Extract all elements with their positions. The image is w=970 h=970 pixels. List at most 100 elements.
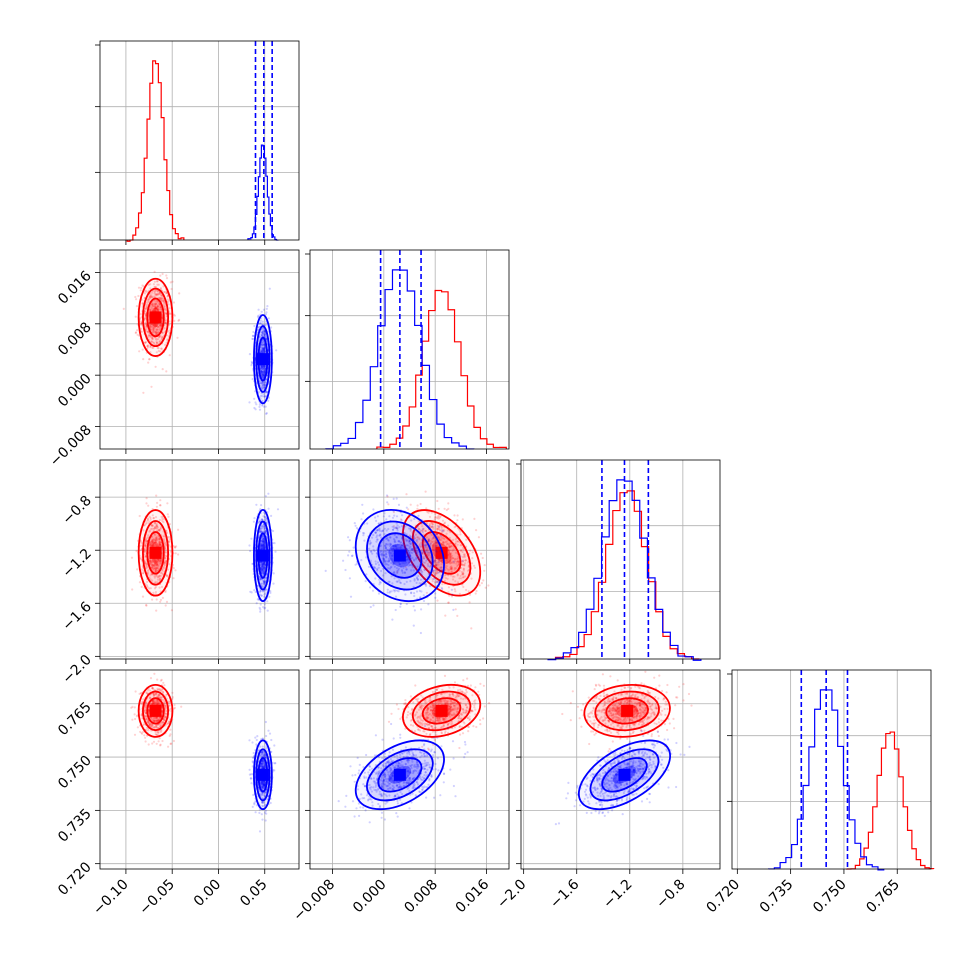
sample-point xyxy=(450,545,453,548)
sample-point xyxy=(264,527,267,530)
sample-point xyxy=(155,324,158,327)
sample-point xyxy=(139,313,142,316)
sample-point xyxy=(143,548,146,551)
sample-point xyxy=(435,561,438,565)
sample-point xyxy=(254,401,257,404)
sample-point xyxy=(437,560,441,563)
sample-point xyxy=(260,544,263,548)
sample-point xyxy=(146,303,149,306)
sample-point xyxy=(260,504,263,507)
sample-point xyxy=(405,568,408,571)
sample-point xyxy=(408,554,411,558)
sample-point xyxy=(372,508,375,511)
sample-point xyxy=(408,539,411,542)
sample-point xyxy=(405,506,408,509)
sample-point xyxy=(427,511,430,514)
sample-point xyxy=(152,538,155,541)
sample-point xyxy=(164,542,167,545)
sample-point xyxy=(177,553,180,556)
sample-point xyxy=(158,537,161,540)
sample-point xyxy=(258,576,261,579)
sample-point xyxy=(415,590,419,593)
sample-point xyxy=(377,522,380,525)
sample-point xyxy=(156,289,159,292)
sample-point xyxy=(264,592,267,595)
sample-point xyxy=(387,551,390,554)
sample-point xyxy=(148,515,151,518)
sample-point xyxy=(263,334,266,337)
sample-point xyxy=(432,544,435,547)
sample-point xyxy=(264,606,267,609)
contour-line xyxy=(146,297,165,338)
sample-point xyxy=(419,529,422,532)
sample-point xyxy=(152,327,155,330)
sample-point xyxy=(146,301,149,304)
sample-point xyxy=(440,526,443,529)
sample-point xyxy=(463,563,466,567)
sample-point xyxy=(151,543,154,547)
sample-point xyxy=(462,555,465,559)
sample-point xyxy=(457,564,460,567)
sample-point xyxy=(157,731,160,734)
sample-point xyxy=(153,527,156,530)
sample-point xyxy=(275,349,278,352)
sample-point xyxy=(144,289,147,292)
sample-point xyxy=(444,541,447,544)
sample-point xyxy=(401,570,404,573)
sample-point xyxy=(365,573,368,576)
sample-point xyxy=(393,539,396,542)
sample-point xyxy=(153,295,156,298)
sample-point xyxy=(149,283,152,286)
sample-point xyxy=(164,545,167,548)
sample-point xyxy=(149,559,152,562)
sample-point xyxy=(260,530,263,533)
sample-point xyxy=(260,544,263,547)
sample-point xyxy=(154,730,157,734)
sample-point xyxy=(432,569,436,572)
sample-point xyxy=(155,307,158,310)
sample-point xyxy=(156,290,160,293)
sample-point xyxy=(409,529,412,532)
sample-point xyxy=(448,552,452,555)
sample-point xyxy=(153,703,156,706)
sample-point xyxy=(158,529,161,532)
sample-point xyxy=(154,692,157,695)
sample-point xyxy=(409,535,412,538)
sample-point xyxy=(159,297,162,300)
sample-point xyxy=(397,567,400,570)
sample-point xyxy=(259,603,262,606)
sample-point xyxy=(155,720,158,723)
sample-point xyxy=(262,365,265,368)
sample-point xyxy=(151,341,154,344)
sample-point xyxy=(148,297,151,301)
sample-point xyxy=(435,569,439,572)
sample-point xyxy=(147,299,150,302)
sample-point xyxy=(153,309,157,312)
sample-point xyxy=(463,553,466,556)
density-peak xyxy=(435,546,448,559)
panel-diag-3 xyxy=(727,669,935,871)
sample-point xyxy=(147,708,150,712)
sample-point xyxy=(399,605,402,608)
sample-point xyxy=(259,367,263,370)
sample-point xyxy=(429,539,432,542)
sample-point xyxy=(262,371,265,374)
sample-point xyxy=(260,364,263,367)
sample-point xyxy=(163,305,166,308)
sample-point xyxy=(140,322,143,325)
sample-point xyxy=(259,369,262,372)
sample-point xyxy=(274,550,277,553)
sample-point xyxy=(377,592,381,595)
sample-point xyxy=(145,566,148,570)
sample-point xyxy=(261,388,264,391)
sample-point xyxy=(261,518,264,521)
sample-point xyxy=(147,330,150,333)
sample-point xyxy=(152,324,155,327)
sample-point xyxy=(159,307,162,310)
sample-point xyxy=(159,528,162,531)
sample-point xyxy=(151,565,154,569)
sample-point xyxy=(380,549,383,553)
sample-point xyxy=(261,564,264,567)
sample-point xyxy=(425,507,428,510)
sample-point xyxy=(150,725,153,728)
